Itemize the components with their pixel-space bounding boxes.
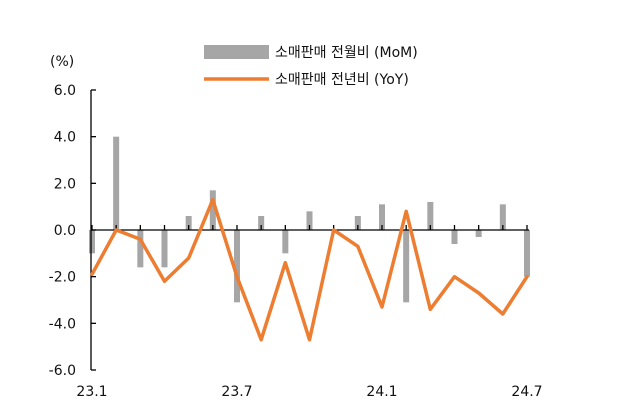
- mom-bar: [427, 202, 434, 230]
- mom-bar: [379, 204, 385, 230]
- x-tick-label: 24.1: [366, 384, 397, 400]
- mom-bar: [306, 211, 313, 230]
- mom-bar: [137, 230, 144, 268]
- mom-bar: [89, 230, 95, 254]
- mom-bar: [499, 204, 506, 230]
- legend-swatch-mom: [204, 45, 269, 59]
- mom-bar: [234, 230, 240, 303]
- y-tick-label: -2.0: [49, 270, 76, 286]
- legend-label-mom: 소매판매 전월비 (MoM): [275, 45, 418, 61]
- mom-bars: [89, 136, 530, 303]
- mom-bar: [354, 216, 361, 230]
- x-tick-label: 24.7: [511, 384, 542, 400]
- mom-bar: [209, 190, 216, 230]
- mom-bar: [282, 230, 289, 254]
- y-tick-label: -6.0: [49, 363, 76, 379]
- x-tick-label: 23.7: [221, 384, 252, 400]
- y-tick-label: 2.0: [54, 176, 76, 192]
- x-tick-label: 23.1: [76, 384, 107, 400]
- mom-bar: [185, 216, 192, 230]
- y-tick-label: 6.0: [54, 83, 76, 99]
- yoy-line-series: [90, 197, 529, 342]
- yoy-line: [90, 197, 529, 342]
- mom-bar: [258, 216, 265, 230]
- mom-bar: [451, 230, 458, 244]
- mom-bar: [113, 136, 120, 230]
- y-tick-label: -4.0: [49, 316, 76, 332]
- y-axis-unit-label: (%): [50, 54, 74, 70]
- mom-bar: [475, 230, 482, 237]
- legend-label-yoy: 소매판매 전년비 (YoY): [275, 72, 409, 88]
- x-axis: 23.1 23.7 24.1 24.7: [76, 225, 543, 400]
- y-tick-label: 4.0: [54, 130, 76, 146]
- mom-bar: [161, 230, 168, 268]
- mom-bar: [403, 230, 410, 303]
- mom-bar: [524, 230, 530, 277]
- legend: 소매판매 전월비 (MoM) 소매판매 전년비 (YoY): [204, 45, 418, 88]
- y-axis: 6.0 4.0 2.0 0.0 -2.0 -4.0 -6.0: [49, 83, 96, 379]
- y-tick-label: 0.0: [54, 223, 76, 239]
